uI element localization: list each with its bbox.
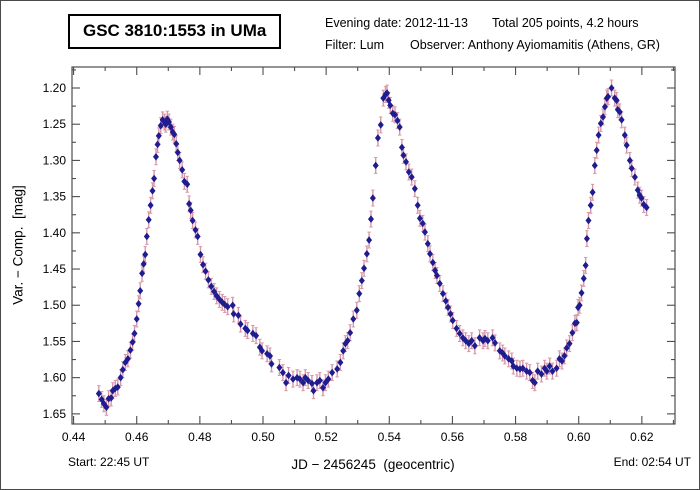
y-tick-label: 1.45 bbox=[43, 262, 67, 276]
end-time-label: End: 02:54 UT bbox=[614, 455, 691, 469]
x-tick-label: 0.60 bbox=[567, 430, 591, 444]
data-point-marker bbox=[370, 194, 376, 202]
data-point-marker bbox=[205, 276, 211, 284]
data-point-marker bbox=[155, 141, 161, 149]
data-point-marker bbox=[354, 307, 360, 315]
screenshot-frame: GSC 3810:1553 in UMa Evening date: 2012-… bbox=[0, 0, 700, 490]
x-tick-label: 0.62 bbox=[630, 430, 654, 444]
axis-tick-labels: 0.44 0.46 0.48 0.50 0.52 0.54 0.56 0.58 0.60 0.62… bbox=[43, 81, 654, 444]
y-tick-label: 1.20 bbox=[43, 81, 67, 95]
data-point-marker bbox=[584, 235, 590, 243]
data-point-marker bbox=[356, 290, 362, 298]
data-point-marker bbox=[137, 287, 143, 295]
data-point-marker bbox=[412, 185, 418, 193]
data-point-marker bbox=[590, 188, 596, 196]
data-point-marker bbox=[588, 202, 594, 210]
data-points bbox=[96, 84, 650, 411]
y-axis-title: Var. − Comp. [mag] bbox=[11, 185, 26, 304]
data-point-marker bbox=[146, 216, 152, 224]
data-point-marker bbox=[579, 289, 585, 297]
y-tick-label: 1.55 bbox=[43, 334, 67, 348]
data-point-marker bbox=[594, 146, 600, 154]
x-tick-label: 0.54 bbox=[378, 430, 402, 444]
x-tick-label: 0.50 bbox=[251, 430, 275, 444]
data-point-marker bbox=[592, 162, 598, 170]
data-point-marker bbox=[361, 265, 367, 273]
data-point-marker bbox=[136, 300, 142, 308]
data-point-marker bbox=[366, 236, 372, 244]
data-point-marker bbox=[337, 359, 343, 367]
data-point-marker bbox=[364, 250, 370, 258]
data-point-marker bbox=[373, 162, 379, 170]
data-point-marker bbox=[596, 131, 602, 139]
x-tick-label: 0.48 bbox=[188, 430, 212, 444]
data-point-marker bbox=[144, 233, 150, 241]
light-curve-plot: 0.44 0.46 0.48 0.50 0.52 0.54 0.56 0.58 0.60 0.62… bbox=[1, 1, 699, 489]
y-tick-label: 1.50 bbox=[43, 298, 67, 312]
y-tick-label: 1.65 bbox=[43, 407, 67, 421]
data-point-marker bbox=[150, 187, 156, 195]
y-tick-label: 1.35 bbox=[43, 190, 67, 204]
y-tick-label: 1.25 bbox=[43, 117, 67, 131]
data-point-marker bbox=[359, 277, 365, 285]
data-point-marker bbox=[581, 275, 587, 283]
data-point-marker bbox=[368, 215, 374, 223]
x-tick-label: 0.44 bbox=[62, 430, 86, 444]
x-tick-label: 0.46 bbox=[125, 430, 149, 444]
y-tick-label: 1.40 bbox=[43, 226, 67, 240]
x-tick-label: 0.52 bbox=[314, 430, 338, 444]
data-point-marker bbox=[375, 134, 381, 142]
y-tick-label: 1.30 bbox=[43, 153, 67, 167]
data-point-marker bbox=[148, 202, 154, 210]
data-point-marker bbox=[585, 217, 591, 225]
data-point-marker bbox=[334, 365, 340, 373]
data-point-marker bbox=[329, 369, 335, 377]
data-point-marker bbox=[583, 262, 589, 270]
data-point-marker bbox=[415, 202, 421, 210]
error-bars bbox=[97, 80, 648, 415]
x-tick-label: 0.56 bbox=[441, 430, 465, 444]
data-point-marker bbox=[134, 315, 140, 323]
data-point-marker bbox=[378, 121, 384, 129]
x-axis-title: JD − 2456245 (geocentric) bbox=[291, 457, 454, 472]
data-point-marker bbox=[151, 175, 157, 183]
data-point-marker bbox=[153, 153, 159, 161]
data-point-marker bbox=[231, 310, 237, 318]
data-point-marker bbox=[632, 173, 638, 181]
start-time-label: Start: 22:45 UT bbox=[68, 455, 149, 469]
x-tick-label: 0.58 bbox=[504, 430, 528, 444]
y-tick-label: 1.60 bbox=[43, 371, 67, 385]
data-point-marker bbox=[230, 301, 236, 309]
data-point-marker bbox=[350, 315, 356, 323]
